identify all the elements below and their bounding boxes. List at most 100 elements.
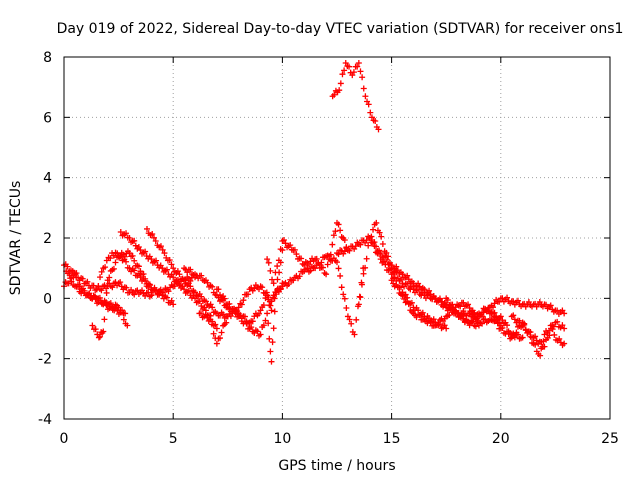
- data-point-marker: [521, 321, 528, 328]
- data-point-marker: [419, 309, 426, 316]
- data-point-marker: [179, 275, 186, 282]
- data-point-marker: [332, 228, 339, 235]
- data-point-marker: [346, 63, 353, 70]
- y-tick-label: 8: [43, 50, 52, 66]
- data-point-marker: [496, 314, 503, 321]
- data-point-marker: [81, 280, 88, 287]
- data-point-marker: [201, 278, 208, 285]
- data-point-marker: [99, 329, 106, 336]
- data-point-marker: [539, 303, 546, 310]
- series-sat-l: [270, 252, 367, 338]
- data-point-marker: [116, 254, 123, 261]
- data-point-marker: [541, 331, 548, 338]
- data-point-marker: [304, 265, 311, 272]
- data-point-marker: [73, 274, 80, 281]
- data-point-marker: [344, 313, 351, 320]
- data-point-marker: [157, 243, 164, 250]
- data-point-marker: [201, 304, 208, 311]
- data-point-marker: [120, 316, 127, 323]
- x-tick-label: 10: [273, 431, 291, 447]
- data-point-marker: [363, 237, 370, 244]
- data-point-marker: [132, 242, 139, 249]
- data-point-marker: [474, 315, 481, 322]
- data-point-marker: [334, 89, 341, 96]
- data-point-marker: [209, 283, 216, 290]
- y-tick-label: 2: [43, 231, 52, 247]
- data-point-marker: [532, 341, 539, 348]
- data-point-marker: [282, 240, 289, 247]
- data-point-marker: [383, 256, 390, 263]
- data-point-marker: [257, 307, 264, 314]
- data-point-marker: [460, 308, 467, 315]
- x-axis-label: GPS time / hours: [278, 458, 395, 474]
- data-point-marker: [397, 269, 404, 276]
- data-point-marker: [92, 293, 99, 300]
- data-point-marker: [185, 280, 192, 287]
- data-point-marker: [482, 316, 489, 323]
- y-axis-label: SDTVAR / TECUs: [8, 181, 24, 296]
- data-point-marker: [357, 294, 364, 301]
- data-point-marker: [270, 280, 277, 287]
- data-point-marker: [102, 300, 109, 307]
- data-point-marker: [507, 300, 514, 307]
- data-point-marker: [513, 329, 520, 336]
- data-point-marker: [240, 297, 247, 304]
- x-tick-label: 15: [383, 431, 401, 447]
- data-point-marker: [533, 337, 540, 344]
- data-point-marker: [313, 255, 320, 262]
- data-point-marker: [419, 284, 426, 291]
- data-point-marker: [266, 335, 273, 342]
- data-point-marker: [217, 312, 223, 319]
- data-point-marker: [137, 274, 144, 281]
- data-point-marker: [68, 278, 75, 285]
- data-point-marker: [554, 307, 561, 314]
- data-point-marker: [463, 312, 470, 319]
- data-point-marker: [271, 295, 278, 302]
- data-point-marker: [522, 326, 529, 333]
- data-point-marker: [204, 279, 211, 286]
- data-point-marker: [256, 286, 262, 293]
- data-point-marker: [119, 309, 126, 316]
- data-point-marker: [310, 257, 317, 264]
- data-point-marker: [170, 301, 177, 308]
- data-point-marker: [441, 315, 448, 322]
- data-point-marker: [362, 264, 369, 271]
- data-point-marker: [391, 274, 398, 281]
- data-point-marker: [288, 277, 295, 284]
- data-point-marker: [393, 263, 400, 270]
- data-point-marker: [547, 302, 554, 309]
- data-point-marker: [159, 246, 166, 253]
- data-point-marker: [355, 301, 362, 308]
- data-point-marker: [446, 311, 453, 318]
- data-point-marker: [98, 268, 105, 275]
- data-point-marker: [106, 274, 113, 281]
- data-point-marker: [232, 308, 239, 315]
- data-point-marker: [277, 286, 284, 293]
- data-point-marker: [198, 293, 205, 300]
- data-points: [61, 60, 568, 365]
- data-point-marker: [535, 351, 542, 358]
- data-point-marker: [337, 272, 344, 279]
- data-point-marker: [265, 320, 272, 327]
- y-axis-ticks: -4 -2 0 2 4 6 8: [38, 50, 610, 428]
- data-point-marker: [152, 238, 159, 245]
- data-point-marker: [331, 91, 338, 98]
- data-point-marker: [397, 291, 404, 298]
- x-tick-label: 20: [492, 431, 510, 447]
- data-point-marker: [404, 272, 411, 279]
- data-point-marker: [527, 329, 534, 336]
- data-point-marker: [559, 342, 566, 349]
- data-point-marker: [168, 271, 175, 278]
- data-point-marker: [245, 325, 252, 332]
- data-point-marker: [318, 259, 325, 266]
- data-point-marker: [89, 322, 96, 329]
- data-point-marker: [339, 71, 346, 78]
- data-point-marker: [346, 247, 353, 254]
- data-point-marker: [163, 294, 170, 301]
- data-point-marker: [139, 287, 145, 294]
- data-point-marker: [259, 284, 266, 291]
- data-point-marker: [416, 312, 423, 319]
- data-point-marker: [131, 257, 138, 264]
- data-point-marker: [117, 228, 124, 235]
- data-point-marker: [107, 300, 114, 307]
